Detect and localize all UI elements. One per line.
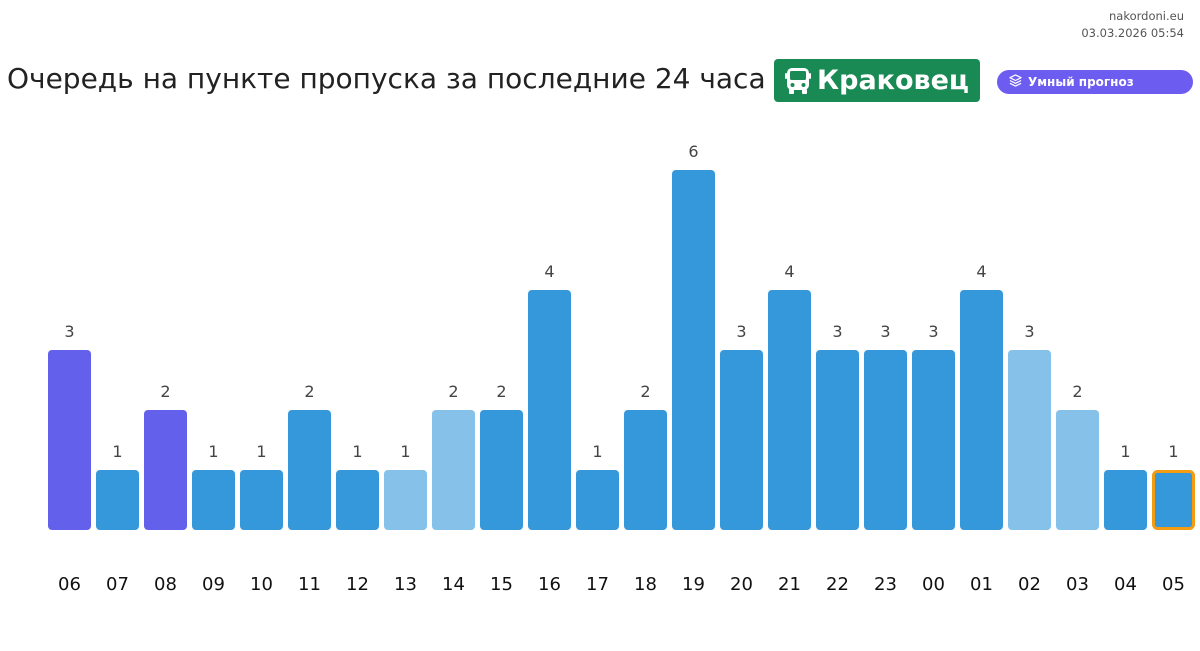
x-tick-label-15: 15 xyxy=(490,574,513,595)
value-label-11: 2 xyxy=(304,382,314,401)
bar-18 xyxy=(624,410,667,530)
value-label-19: 6 xyxy=(688,142,698,161)
bar-10 xyxy=(240,470,283,530)
x-tick-label-12: 12 xyxy=(346,574,369,595)
bar-16 xyxy=(528,290,571,530)
x-tick-label-11: 11 xyxy=(298,574,321,595)
x-tick-label-06: 06 xyxy=(58,574,81,595)
bar-22 xyxy=(816,350,859,530)
x-tick-label-01: 01 xyxy=(970,574,993,595)
bar-14 xyxy=(432,410,475,530)
x-tick-label-00: 00 xyxy=(922,574,945,595)
value-label-05: 1 xyxy=(1168,442,1178,461)
bar-03 xyxy=(1056,410,1099,530)
bar-07 xyxy=(96,470,139,530)
x-tick-label-17: 17 xyxy=(586,574,609,595)
value-label-04: 1 xyxy=(1120,442,1130,461)
x-tick-label-04: 04 xyxy=(1114,574,1137,595)
value-label-00: 3 xyxy=(928,322,938,341)
bar-06 xyxy=(48,350,91,530)
bar-20 xyxy=(720,350,763,530)
value-label-23: 3 xyxy=(880,322,890,341)
value-label-01: 4 xyxy=(976,262,986,281)
bar-21 xyxy=(768,290,811,530)
value-label-21: 4 xyxy=(784,262,794,281)
x-tick-label-22: 22 xyxy=(826,574,849,595)
crossing-name: Краковец xyxy=(817,65,969,96)
page-title: Очередь на пункте пропуска за последние … xyxy=(7,62,766,95)
bar-02 xyxy=(1008,350,1051,530)
timestamp: 03.03.2026 05:54 xyxy=(1081,26,1184,40)
smart-forecast-button[interactable]: Умный прогноз xyxy=(997,70,1193,94)
x-tick-label-21: 21 xyxy=(778,574,801,595)
x-tick-label-20: 20 xyxy=(730,574,753,595)
value-label-15: 2 xyxy=(496,382,506,401)
x-tick-label-14: 14 xyxy=(442,574,465,595)
x-tick-label-02: 02 xyxy=(1018,574,1041,595)
bar-23 xyxy=(864,350,907,530)
bar-15 xyxy=(480,410,523,530)
bar-12 xyxy=(336,470,379,530)
x-tick-label-16: 16 xyxy=(538,574,561,595)
value-label-07: 1 xyxy=(112,442,122,461)
value-label-09: 1 xyxy=(208,442,218,461)
x-tick-label-13: 13 xyxy=(394,574,417,595)
value-label-03: 2 xyxy=(1072,382,1082,401)
bar-19 xyxy=(672,170,715,530)
site-name: nakordoni.eu xyxy=(1109,9,1184,23)
value-label-13: 1 xyxy=(400,442,410,461)
bar-04 xyxy=(1104,470,1147,530)
value-label-16: 4 xyxy=(544,262,554,281)
bus-icon xyxy=(785,67,812,95)
value-label-18: 2 xyxy=(640,382,650,401)
value-label-22: 3 xyxy=(832,322,842,341)
bar-08 xyxy=(144,410,187,530)
x-tick-label-18: 18 xyxy=(634,574,657,595)
x-tick-label-03: 03 xyxy=(1066,574,1089,595)
value-label-06: 3 xyxy=(64,322,74,341)
value-label-17: 1 xyxy=(592,442,602,461)
value-label-02: 3 xyxy=(1024,322,1034,341)
bar-00 xyxy=(912,350,955,530)
x-tick-label-10: 10 xyxy=(250,574,273,595)
bar-17 xyxy=(576,470,619,530)
crossing-badge[interactable]: Краковец xyxy=(774,59,980,102)
bar-05 xyxy=(1152,470,1195,530)
x-tick-label-09: 09 xyxy=(202,574,225,595)
x-tick-label-07: 07 xyxy=(106,574,129,595)
meta-info: nakordoni.eu 03.03.2026 05:54 xyxy=(1081,8,1184,42)
bar-09 xyxy=(192,470,235,530)
x-tick-label-05: 05 xyxy=(1162,574,1185,595)
value-label-12: 1 xyxy=(352,442,362,461)
value-label-08: 2 xyxy=(160,382,170,401)
layers-icon xyxy=(1009,74,1028,90)
x-tick-label-19: 19 xyxy=(682,574,705,595)
value-label-10: 1 xyxy=(256,442,266,461)
smart-forecast-label: Умный прогноз xyxy=(1028,75,1134,89)
x-tick-label-23: 23 xyxy=(874,574,897,595)
bar-01 xyxy=(960,290,1003,530)
value-label-14: 2 xyxy=(448,382,458,401)
bar-13 xyxy=(384,470,427,530)
x-tick-label-08: 08 xyxy=(154,574,177,595)
value-label-20: 3 xyxy=(736,322,746,341)
bar-11 xyxy=(288,410,331,530)
